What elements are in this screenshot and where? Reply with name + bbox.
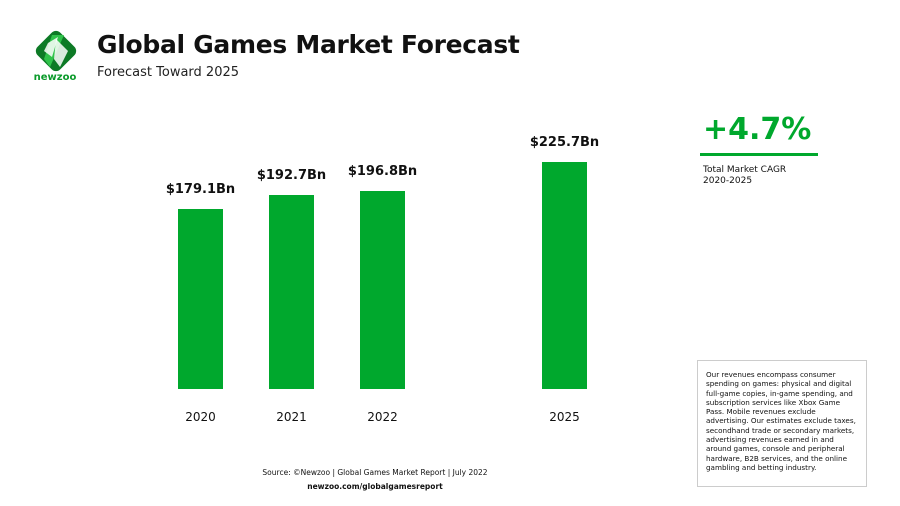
cagr-value: +4.7% [703, 112, 812, 147]
source-text: Source: ©Newzoo | Global Games Market Re… [262, 468, 488, 477]
cagr-period: 2020-2025 [703, 176, 753, 186]
cagr-label-text: Total Market CAGR [703, 165, 787, 175]
cagr-label: Total Market CAGR 2020-2025 [703, 165, 823, 187]
x-tick-2021: 2021 [276, 410, 307, 424]
cagr-underline [700, 153, 818, 156]
data-label-2020: $179.1Bn [165, 182, 236, 197]
x-tick-2022: 2022 [367, 410, 398, 424]
bar-2020 [178, 209, 223, 389]
page-title: Global Games Market Forecast [97, 30, 520, 59]
bar-2022 [360, 191, 405, 389]
x-tick-2020: 2020 [185, 410, 216, 424]
logo-wordmark: newzoo [33, 72, 77, 83]
x-tick-2025: 2025 [549, 410, 580, 424]
methodology-note: Our revenues encompass consumer spending… [697, 360, 867, 487]
data-label-2025: $225.7Bn [529, 135, 600, 151]
bar-2021 [269, 195, 314, 389]
newzoo-logo [35, 30, 77, 72]
report-url[interactable]: newzoo.com/globalgamesreport [307, 482, 443, 491]
data-label-2022: $196.8Bn [347, 164, 418, 180]
bar-2025 [542, 162, 587, 389]
data-label-2021: $192.7Bn [256, 168, 327, 184]
page-subtitle: Forecast Toward 2025 [97, 65, 240, 80]
